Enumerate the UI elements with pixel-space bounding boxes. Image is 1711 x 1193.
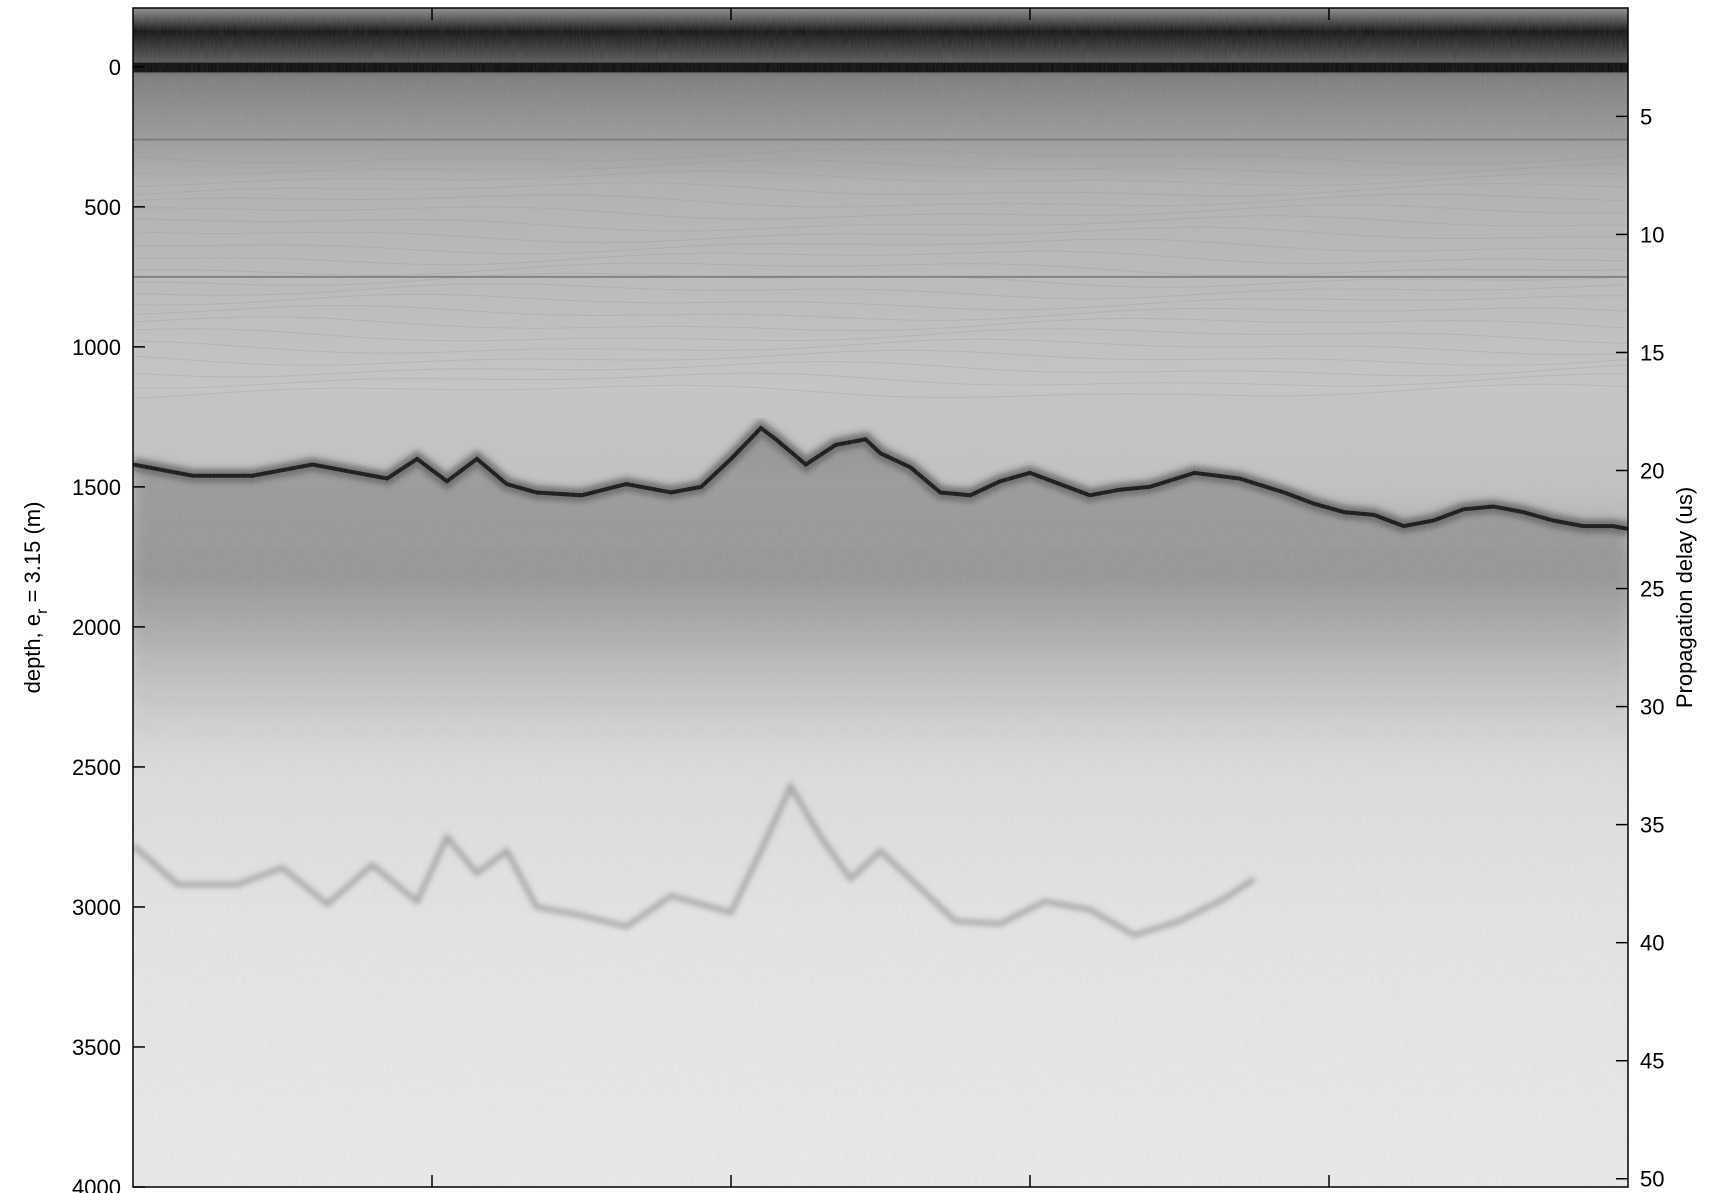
left-tick-label: 1000 — [72, 335, 121, 360]
plot-frame — [132, 7, 1629, 1188]
right-tick-label: 20 — [1640, 459, 1664, 484]
noise-texture — [133, 8, 1628, 1187]
left-axis-label-rest: = 3.15 (m) — [20, 502, 45, 609]
right-tick-label: 10 — [1640, 222, 1664, 247]
right-tick-label: 35 — [1640, 813, 1664, 838]
right-axis-label: Propagation delay (us) — [1672, 487, 1697, 708]
right-tick-label: 30 — [1640, 695, 1664, 720]
right-tick-label: 5 — [1640, 104, 1652, 129]
left-axis-label: depth, er = 3.15 (m) — [20, 502, 51, 694]
right-tick-label: 45 — [1640, 1049, 1664, 1074]
axes: 0 500 1000 1500 2000 2500 3000 3500 4000 5 10 15 20 2… — [72, 7, 1664, 1193]
left-axis-label-main: depth, e — [20, 614, 45, 694]
left-tick-label: 3500 — [72, 1035, 121, 1060]
left-tick-label: 2500 — [72, 755, 121, 780]
plot-area — [133, 8, 1628, 1187]
left-tick-label: 500 — [84, 195, 121, 220]
left-axis-label-sub: r — [34, 608, 51, 614]
left-tick-label: 1500 — [72, 475, 121, 500]
left-tick-label: 4000 — [72, 1175, 121, 1193]
right-tick-label: 40 — [1640, 931, 1664, 956]
left-tick-label: 0 — [109, 55, 121, 80]
right-tick-label: 25 — [1640, 577, 1664, 602]
left-tick-label: 3000 — [72, 895, 121, 920]
right-tick-label: 15 — [1640, 340, 1664, 365]
right-tick-label: 50 — [1640, 1167, 1664, 1192]
left-tick-label: 2000 — [72, 615, 121, 640]
